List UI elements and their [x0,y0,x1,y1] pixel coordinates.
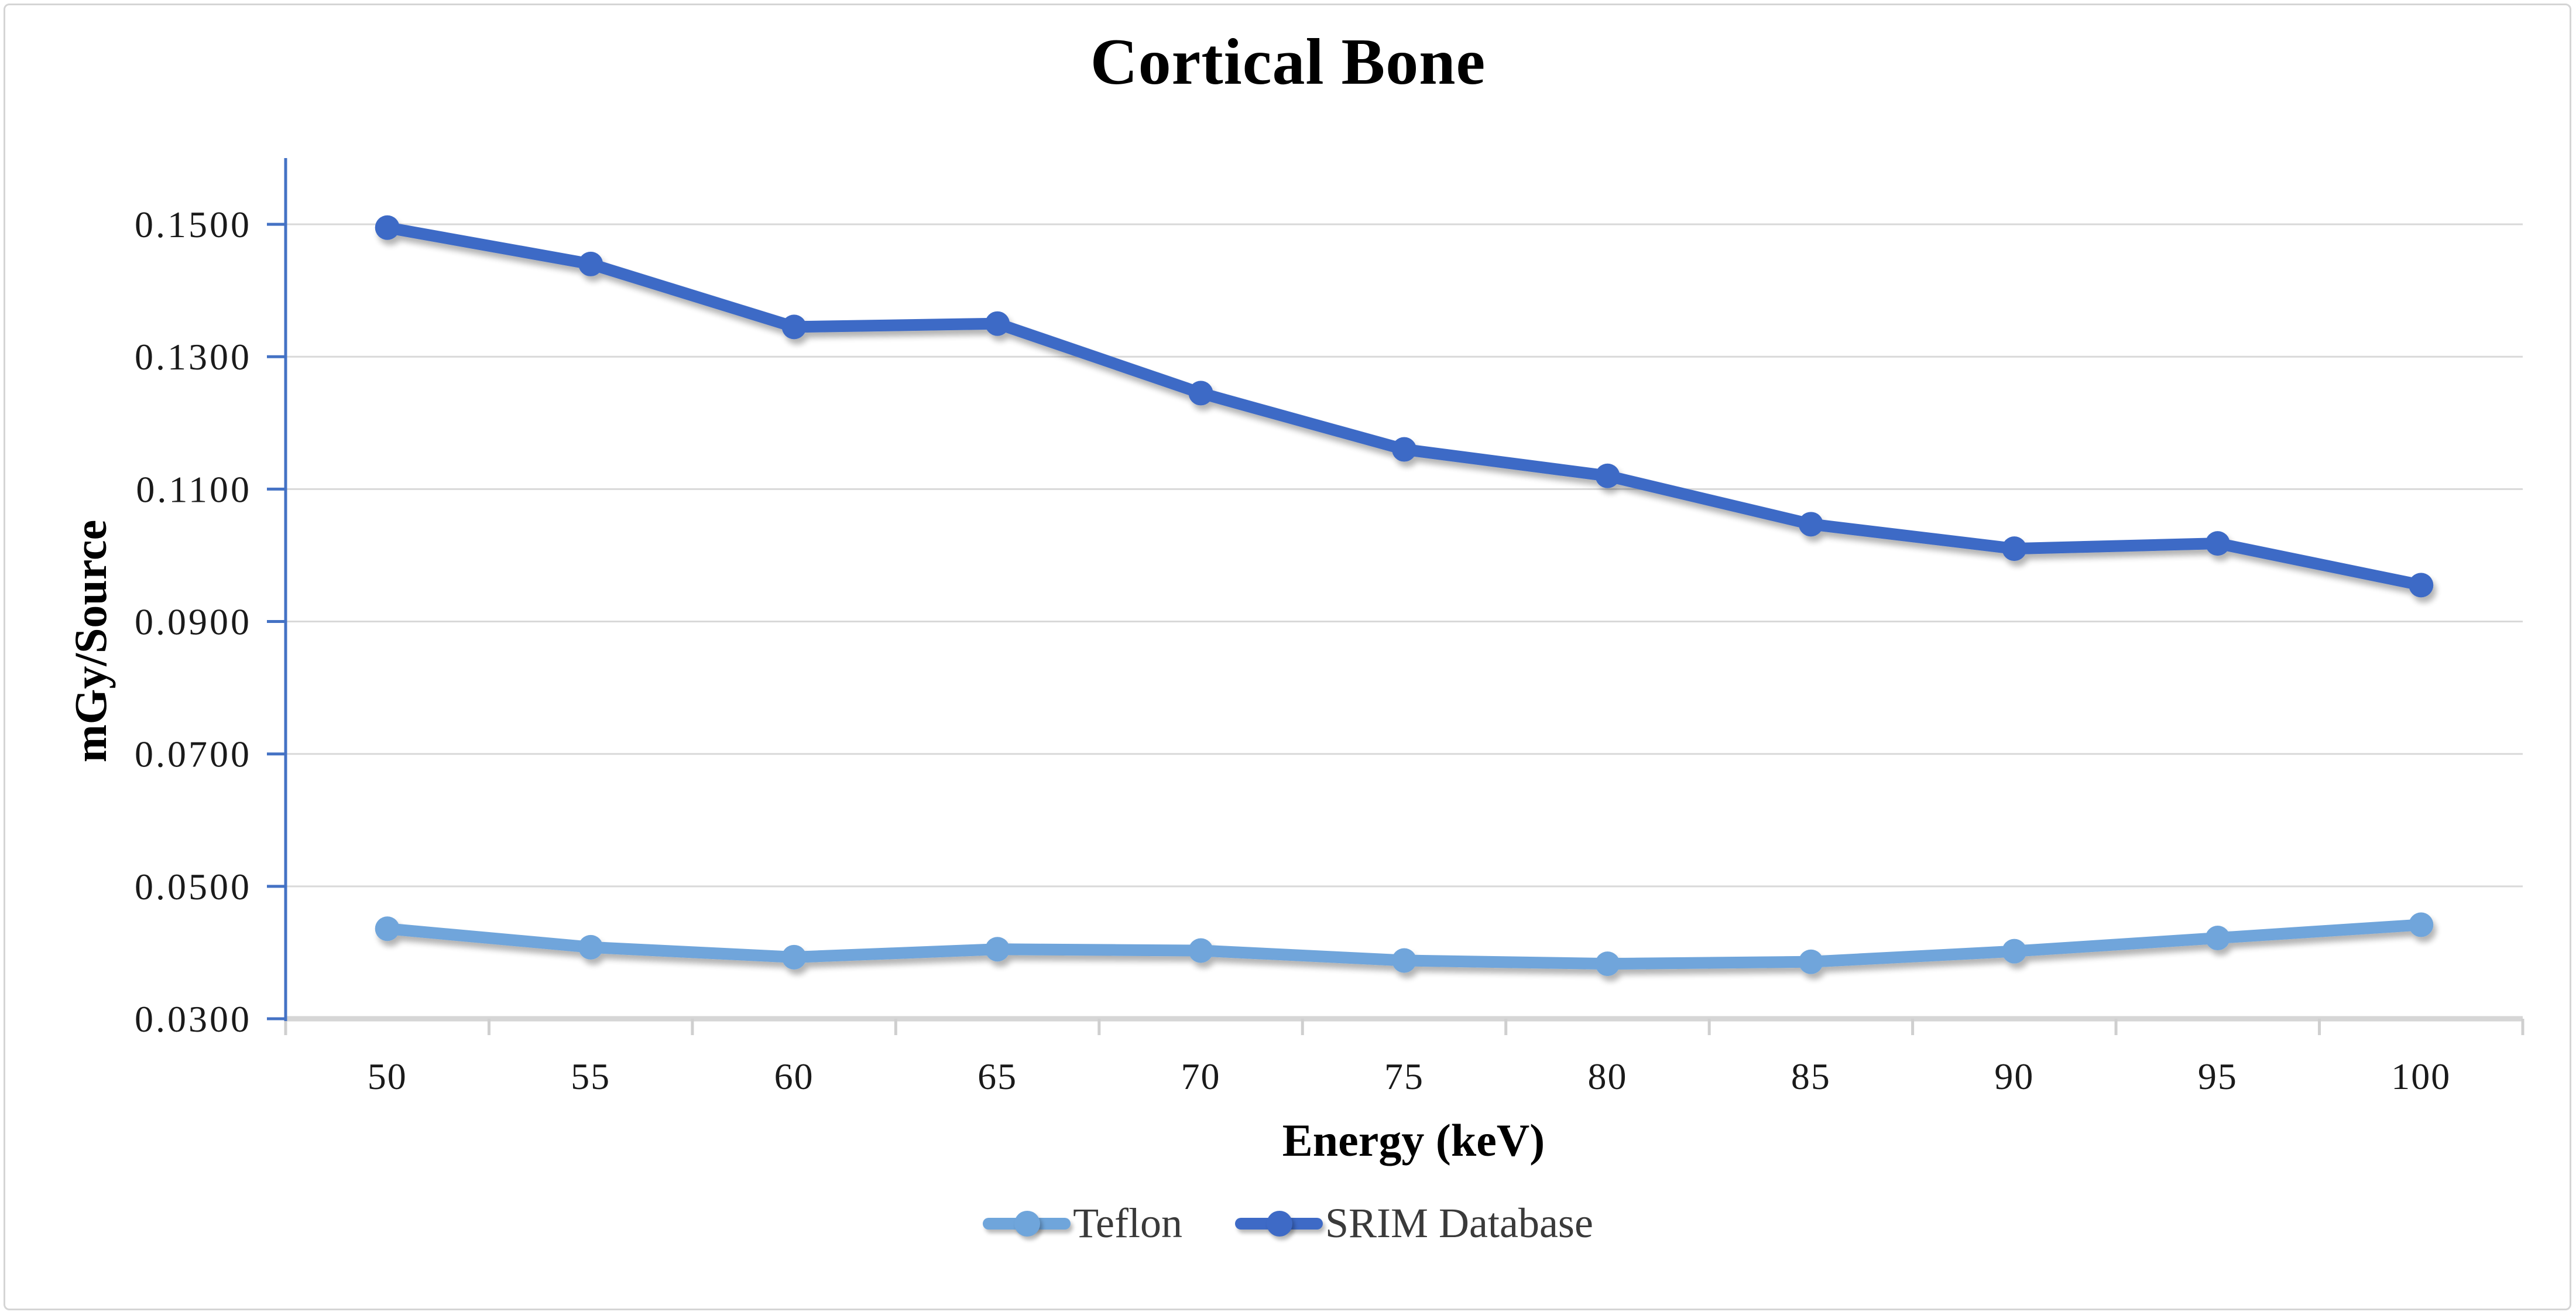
data-point-marker [1798,949,1823,974]
data-point-marker [2409,912,2434,937]
data-point-marker [985,937,1010,962]
series-line [381,221,2427,591]
series-teflon [375,912,2434,977]
chart-title: Cortical Bone [1090,26,1486,98]
data-point-marker [985,311,1010,336]
series-srim-database [375,215,2434,598]
y-tick-label: 0.0700 [135,734,252,775]
srim-series-marker-icon [1234,1210,1323,1237]
y-tick-label: 0.0900 [135,601,252,643]
data-point-marker [2002,939,2027,964]
y-tick-label: 0.0500 [135,866,252,908]
y-tick-label: 0.1500 [135,204,252,245]
data-point-marker [781,314,807,340]
data-point-marker [2205,531,2230,556]
legend-item-teflon: Teflon [983,1199,1182,1248]
data-point-marker [578,251,603,276]
data-point-marker [1392,437,1416,462]
data-point-marker [1188,938,1213,963]
legend: Teflon SRIM Database [0,1199,2576,1248]
x-tick-label: 55 [571,1056,610,1097]
y-tick-label: 0.1100 [136,468,252,510]
x-tick-label: 50 [368,1056,407,1097]
legend-label-teflon: Teflon [1073,1200,1182,1246]
x-tick-label: 60 [774,1056,814,1097]
legend-label-srim: SRIM Database [1325,1200,1593,1246]
y-axis-title: mGy/Source [65,519,116,763]
x-tick-label: 90 [1994,1056,2034,1097]
data-point-marker [781,944,807,970]
legend-item-srim: SRIM Database [1234,1199,1593,1248]
x-axis-title: Energy (keV) [1282,1115,1545,1166]
x-tick-label: 80 [1587,1056,1627,1097]
data-point-marker [2409,573,2434,598]
data-point-marker [1798,512,1823,537]
x-tick-label: 65 [977,1056,1017,1097]
data-point-marker [375,215,400,240]
y-tick-label: 0.1300 [135,336,252,378]
x-tick-label: 100 [2391,1056,2451,1097]
data-point-marker [2205,926,2230,951]
data-point-marker [1392,948,1416,973]
data-point-marker [1595,951,1620,977]
data-point-marker [578,934,603,960]
data-point-marker [2002,536,2027,561]
data-point-marker [1188,381,1213,406]
x-tick-label: 85 [1791,1056,1831,1097]
data-point-marker [375,916,400,941]
x-tick-label: 95 [2198,1056,2238,1097]
x-tick-label: 70 [1181,1056,1221,1097]
data-point-marker [1595,463,1620,488]
x-tick-label: 75 [1384,1056,1424,1097]
y-tick-label: 0.0300 [135,998,252,1040]
teflon-series-marker-icon [983,1210,1071,1237]
